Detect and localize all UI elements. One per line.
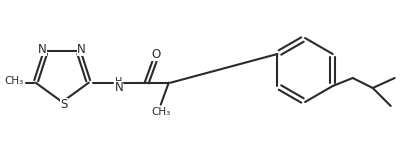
Text: N: N — [114, 81, 123, 94]
Text: S: S — [60, 99, 68, 111]
Text: O: O — [151, 48, 160, 61]
Text: CH₃: CH₃ — [4, 76, 23, 86]
Text: H: H — [115, 77, 122, 87]
Text: N: N — [77, 43, 86, 56]
Text: N: N — [39, 43, 47, 56]
Text: CH₃: CH₃ — [151, 107, 171, 117]
